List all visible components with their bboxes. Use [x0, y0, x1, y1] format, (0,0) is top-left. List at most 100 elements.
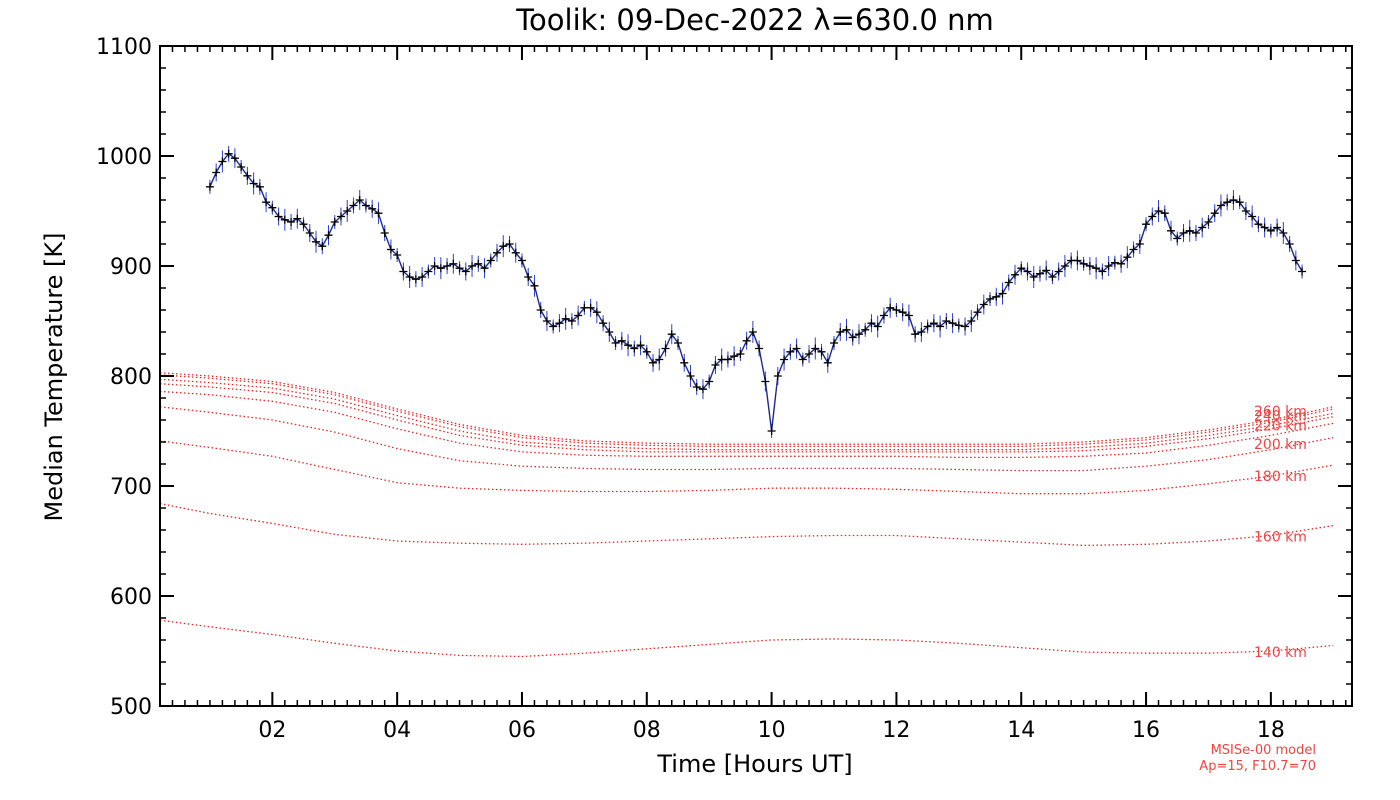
y-tick-label: 500	[110, 695, 152, 720]
data-point	[1004, 278, 1013, 287]
data-point	[393, 251, 402, 259]
data-point	[879, 311, 888, 320]
data-point	[817, 347, 826, 356]
data-point	[1154, 207, 1163, 215]
data-point	[336, 212, 345, 221]
x-tick-label: 10	[758, 718, 786, 743]
data-point	[474, 259, 483, 268]
data-point	[555, 319, 564, 328]
data-point	[823, 358, 832, 367]
data-point	[929, 319, 938, 328]
data-point	[1023, 267, 1032, 276]
data-point	[1248, 212, 1257, 221]
model-curve-line	[159, 406, 1334, 472]
y-tick-labels: 500 600 700 800 900 1000 1100	[96, 35, 152, 720]
x-tick-label: 18	[1257, 718, 1285, 743]
data-point	[499, 242, 508, 251]
data-point	[530, 281, 539, 290]
data-point	[630, 344, 639, 353]
data-point	[468, 262, 477, 270]
data-point	[287, 218, 296, 226]
data-point	[536, 306, 545, 314]
x-tick-label: 06	[508, 718, 536, 743]
data-point	[830, 339, 839, 347]
data-point	[736, 350, 745, 358]
data-point	[755, 344, 764, 353]
data-point	[1060, 262, 1069, 270]
data-point	[805, 350, 814, 358]
data-point	[380, 229, 389, 237]
data-point	[1035, 269, 1044, 278]
data-point	[1167, 226, 1176, 235]
observed-series	[206, 0, 1307, 438]
data-point	[848, 333, 857, 342]
data-point	[649, 358, 658, 367]
data-point	[424, 267, 433, 276]
y-tick-label: 600	[110, 585, 152, 610]
y-tick-label: 800	[110, 365, 152, 390]
data-point	[280, 215, 289, 224]
data-point	[986, 295, 995, 303]
data-point	[1273, 223, 1282, 232]
y-tick-label: 1100	[96, 35, 152, 60]
data-point	[842, 325, 851, 334]
data-point	[461, 267, 470, 276]
data-point	[761, 377, 770, 386]
data-point	[493, 248, 502, 257]
data-point	[405, 273, 414, 281]
data-point	[961, 322, 970, 331]
data-point	[742, 336, 751, 345]
data-point	[904, 311, 913, 320]
data-point	[1029, 273, 1038, 281]
data-point	[368, 204, 377, 213]
data-point	[967, 317, 976, 325]
data-point	[1223, 198, 1232, 207]
data-point	[786, 347, 795, 356]
data-point	[1098, 267, 1107, 276]
data-point	[711, 361, 720, 369]
data-point	[524, 273, 533, 281]
model-note-line1: MSISe-00 model	[1211, 743, 1316, 758]
data-point	[642, 347, 651, 356]
data-point	[549, 322, 558, 331]
data-point	[1204, 218, 1213, 226]
x-tick-label: 02	[258, 718, 286, 743]
data-point	[324, 231, 333, 240]
altitude-label: 200 km	[1254, 437, 1307, 453]
data-point	[355, 196, 364, 204]
data-point	[455, 264, 464, 273]
data-point	[249, 179, 258, 188]
altitude-label: 140 km	[1254, 645, 1307, 661]
data-point	[592, 308, 601, 317]
data-point	[1017, 264, 1026, 273]
data-point	[449, 259, 458, 268]
x-tick-labels: 02 04 06 08 10 12 14 16 18	[258, 718, 1285, 743]
data-point	[574, 311, 583, 320]
data-point	[218, 157, 227, 166]
data-point	[230, 154, 239, 163]
altitude-label: 240 km	[1254, 409, 1307, 425]
data-point	[305, 229, 314, 237]
model-curves	[159, 372, 1334, 658]
data-point	[811, 344, 820, 353]
data-point	[1229, 196, 1238, 204]
data-point	[836, 328, 845, 336]
data-point	[673, 339, 682, 347]
data-point	[892, 306, 901, 314]
data-point	[1110, 258, 1119, 267]
data-point	[1185, 226, 1194, 235]
data-point	[911, 330, 920, 339]
data-point	[936, 322, 945, 331]
data-point	[680, 358, 689, 367]
data-point	[698, 385, 707, 394]
data-point	[1048, 273, 1057, 281]
y-tick-label: 700	[110, 475, 152, 500]
data-point	[411, 275, 420, 284]
data-point	[854, 330, 863, 339]
data-point	[979, 300, 988, 309]
data-point	[1291, 256, 1300, 265]
data-point	[567, 317, 576, 325]
data-point	[318, 242, 327, 251]
x-tick-label: 12	[882, 718, 910, 743]
